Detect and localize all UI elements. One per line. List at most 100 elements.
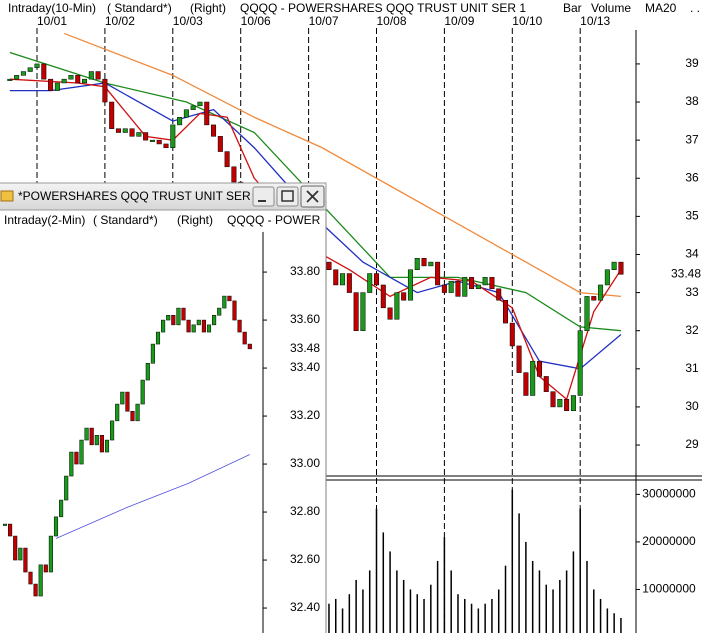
candle — [84, 427, 89, 441]
candle — [171, 315, 176, 326]
candle — [611, 261, 617, 270]
candle — [564, 399, 570, 411]
header-text: ( Standard*) — [93, 213, 158, 227]
y-tick-label: 36 — [685, 170, 699, 184]
candle — [161, 319, 166, 333]
date-label: 10/08 — [376, 14, 406, 28]
candle — [8, 523, 13, 537]
candle — [41, 63, 47, 80]
candle — [129, 128, 135, 137]
candle — [604, 269, 610, 286]
y-tick-label: 32.60 — [290, 552, 320, 566]
candle — [145, 363, 150, 381]
candle — [43, 564, 48, 573]
y-tick-label: 37 — [685, 132, 699, 146]
candle — [54, 82, 60, 91]
child-chart-window[interactable]: *POWERSHARES QQQ TRUST UNIT SER Intraday… — [0, 182, 327, 633]
candle — [69, 451, 74, 477]
date-label: 10/01 — [37, 14, 67, 28]
candle — [232, 300, 237, 321]
candle — [543, 376, 549, 392]
header-text: QQQQ - POWER — [227, 213, 321, 227]
date-label: 10/06 — [241, 14, 271, 28]
candle — [89, 427, 94, 446]
candle — [530, 360, 536, 396]
y-tick-label: 31 — [685, 361, 699, 375]
date-label: 10/09 — [444, 14, 474, 28]
candle — [374, 273, 379, 286]
candle — [34, 63, 40, 68]
y-tick-label: 34 — [685, 247, 699, 261]
candle — [115, 403, 120, 422]
window-title: *POWERSHARES QQQ TRUST UNIT SER — [18, 189, 251, 203]
candle — [428, 261, 434, 267]
candle — [170, 124, 176, 149]
y-tick-label: 33.40 — [290, 360, 320, 374]
candle — [360, 292, 366, 331]
candle — [27, 67, 33, 72]
y-tick-label: 29 — [685, 437, 699, 451]
candle — [120, 391, 125, 405]
candle — [23, 547, 28, 573]
window-icon — [0, 190, 14, 202]
maximize-button[interactable] — [276, 186, 299, 207]
candle — [475, 284, 481, 290]
candle — [177, 117, 183, 126]
last-price-label: 33.48 — [290, 341, 320, 355]
candle — [82, 78, 88, 84]
candle — [155, 331, 161, 345]
candle — [489, 277, 495, 290]
candle — [149, 139, 155, 142]
candle — [140, 379, 145, 405]
candle — [414, 258, 420, 270]
minimize-button[interactable] — [252, 186, 275, 207]
candle — [598, 284, 604, 301]
candle — [227, 295, 232, 302]
candle — [591, 296, 597, 301]
candle — [2, 523, 8, 526]
candle — [14, 75, 20, 80]
candle — [503, 299, 509, 324]
candle — [217, 307, 222, 316]
candle — [38, 564, 43, 597]
candle — [48, 535, 53, 573]
candle — [190, 105, 196, 110]
header-text: ( Standard*) — [107, 1, 172, 15]
header-text: . . — [690, 1, 700, 15]
candle — [206, 324, 212, 333]
volume-tick-label: 10000000 — [642, 582, 696, 596]
candle — [242, 331, 247, 345]
candle — [28, 571, 33, 585]
close-button[interactable] — [300, 185, 325, 208]
candle — [441, 284, 447, 293]
candle — [166, 315, 171, 321]
candle — [462, 277, 468, 297]
price-panel — [2, 295, 252, 597]
candle — [163, 143, 169, 149]
candle — [224, 151, 230, 168]
candle — [557, 399, 563, 408]
candle — [197, 101, 203, 107]
header-text: MA20 — [645, 1, 677, 15]
candle — [20, 71, 26, 76]
candle — [201, 319, 206, 333]
date-label: 10/07 — [309, 14, 339, 28]
candle — [130, 411, 135, 422]
candle — [95, 71, 101, 80]
candle — [61, 78, 67, 84]
candle — [33, 583, 38, 597]
candle — [401, 292, 407, 301]
candle — [407, 269, 413, 301]
candle — [68, 75, 74, 80]
candle — [99, 435, 104, 453]
candle — [115, 128, 121, 133]
candle — [455, 280, 461, 297]
candle — [122, 128, 128, 133]
candle — [196, 319, 201, 326]
y-tick-label: 35 — [685, 209, 699, 223]
y-tick-label: 33.60 — [290, 312, 320, 326]
candle — [212, 315, 217, 326]
candle — [509, 322, 515, 347]
